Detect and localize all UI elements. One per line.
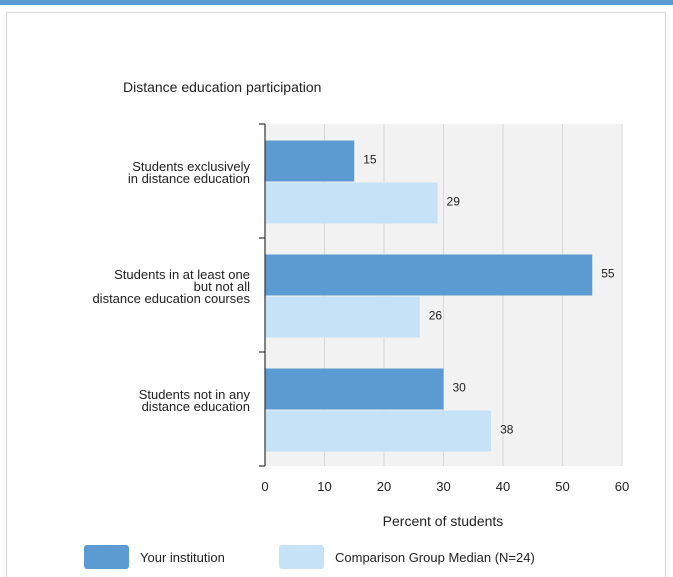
bar — [265, 296, 420, 338]
legend: Your institution Comparison Group Median … — [84, 545, 535, 569]
legend-swatch — [279, 545, 324, 569]
x-axis-label: Percent of students — [383, 513, 504, 529]
category-label-line: Students not in any — [139, 387, 251, 402]
legend-label: Your institution — [140, 550, 225, 565]
bar — [265, 182, 438, 224]
bar — [265, 140, 355, 182]
category-label: Students in at least one but not all dista… — [92, 267, 250, 306]
bar-value-label: 26 — [429, 309, 443, 323]
x-tick-label: 20 — [377, 479, 391, 494]
bar — [265, 254, 593, 296]
category-label-line: distance education courses — [92, 291, 250, 306]
category-label: Students not in any distance education — [139, 387, 251, 414]
x-tick-label: 10 — [317, 479, 331, 494]
category-label: Students exclusively in distance educatio… — [128, 159, 251, 186]
legend-swatch — [84, 545, 129, 569]
category-label-line: Students exclusively — [132, 159, 250, 174]
bar-value-label: 55 — [601, 267, 615, 281]
x-tick-label: 30 — [436, 479, 450, 494]
legend-label: Comparison Group Median (N=24) — [335, 550, 535, 565]
x-tick-label: 40 — [496, 479, 510, 494]
bar-value-label: 38 — [500, 423, 514, 437]
x-tick-label: 50 — [555, 479, 569, 494]
bar-value-label: 15 — [363, 153, 377, 167]
x-tick-label: 0 — [261, 479, 268, 494]
category-label-line: but not all — [194, 279, 250, 294]
category-label-line: Students in at least one — [114, 267, 250, 282]
bar — [265, 410, 492, 452]
x-tick-label: 60 — [615, 479, 629, 494]
bar-value-label: 29 — [447, 195, 461, 209]
category-label-line: distance education — [142, 399, 250, 414]
category-label-line: in distance education — [128, 171, 250, 186]
bar-value-label: 30 — [453, 381, 467, 395]
chart-title: Distance education participation — [123, 79, 321, 95]
top-accent-bar — [0, 0, 673, 5]
bar — [265, 368, 444, 410]
chart-panel — [6, 12, 666, 577]
